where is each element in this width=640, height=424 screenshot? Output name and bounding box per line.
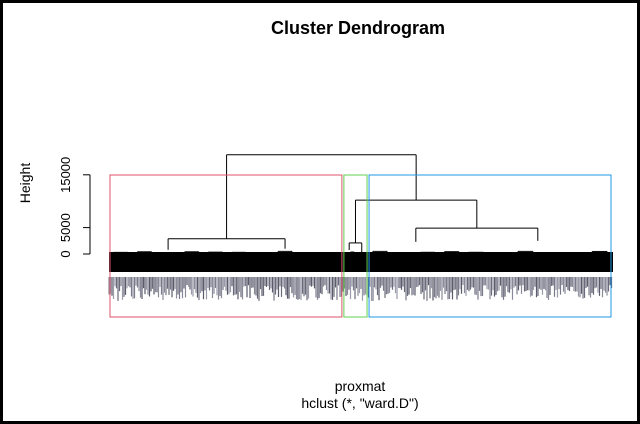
cluster-rectangles (109, 174, 612, 318)
dendrogram-plot: Cluster Dendrogram Height proxmat hclust… (17, 18, 613, 411)
cluster-box (368, 174, 612, 318)
y-axis: 0 5000 15000 (58, 157, 91, 258)
cluster-box (109, 174, 343, 318)
chart-title: Cluster Dendrogram (271, 18, 445, 38)
dendrogram-tree (113, 154, 608, 255)
plot-canvas: Cluster Dendrogram Height proxmat hclust… (3, 3, 637, 421)
y-tick-label: 5000 (58, 213, 73, 242)
y-tick-label: 0 (58, 250, 73, 257)
y-axis-label: Height (17, 163, 33, 204)
cluster-box (343, 174, 368, 318)
x-axis-label: proxmat (335, 378, 386, 394)
y-tick-label: 15000 (58, 157, 73, 193)
x-axis-sublabel: hclust (*, "ward.D") (301, 395, 418, 411)
leaf-band (108, 252, 613, 301)
leaf-branches-band (109, 252, 613, 272)
